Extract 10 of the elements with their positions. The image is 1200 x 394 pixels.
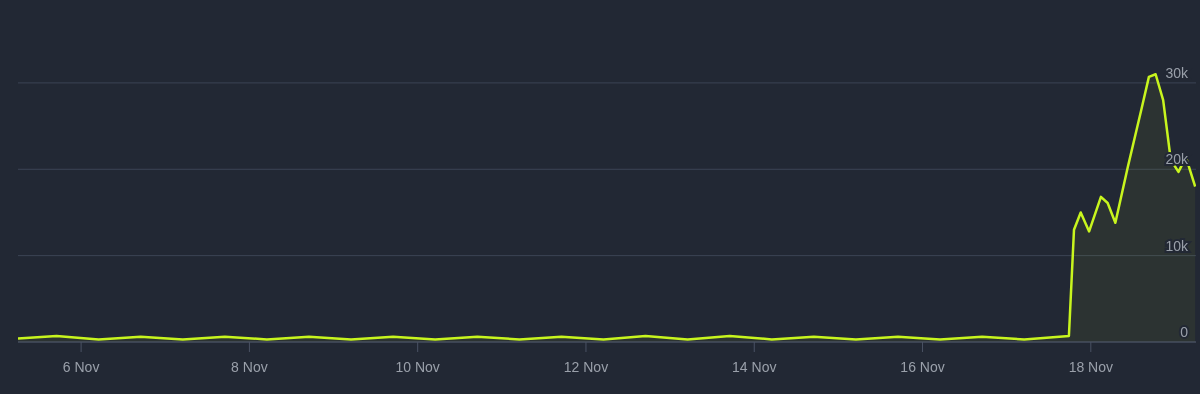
x-tick-label: 14 Nov: [732, 358, 777, 375]
x-tick-label: 12 Nov: [563, 358, 609, 375]
x-tick-label: 16 Nov: [900, 358, 945, 375]
x-tick-label: 6 Nov: [62, 358, 100, 375]
y-tick-label: 0: [1180, 323, 1189, 340]
y-tick-label: 10k: [1165, 237, 1189, 254]
y-tick-label: 30k: [1165, 64, 1189, 81]
x-tick-label: 10 Nov: [395, 358, 440, 375]
x-tick-label: 8 Nov: [231, 358, 268, 375]
x-tick-label: 18 Nov: [1068, 358, 1113, 375]
